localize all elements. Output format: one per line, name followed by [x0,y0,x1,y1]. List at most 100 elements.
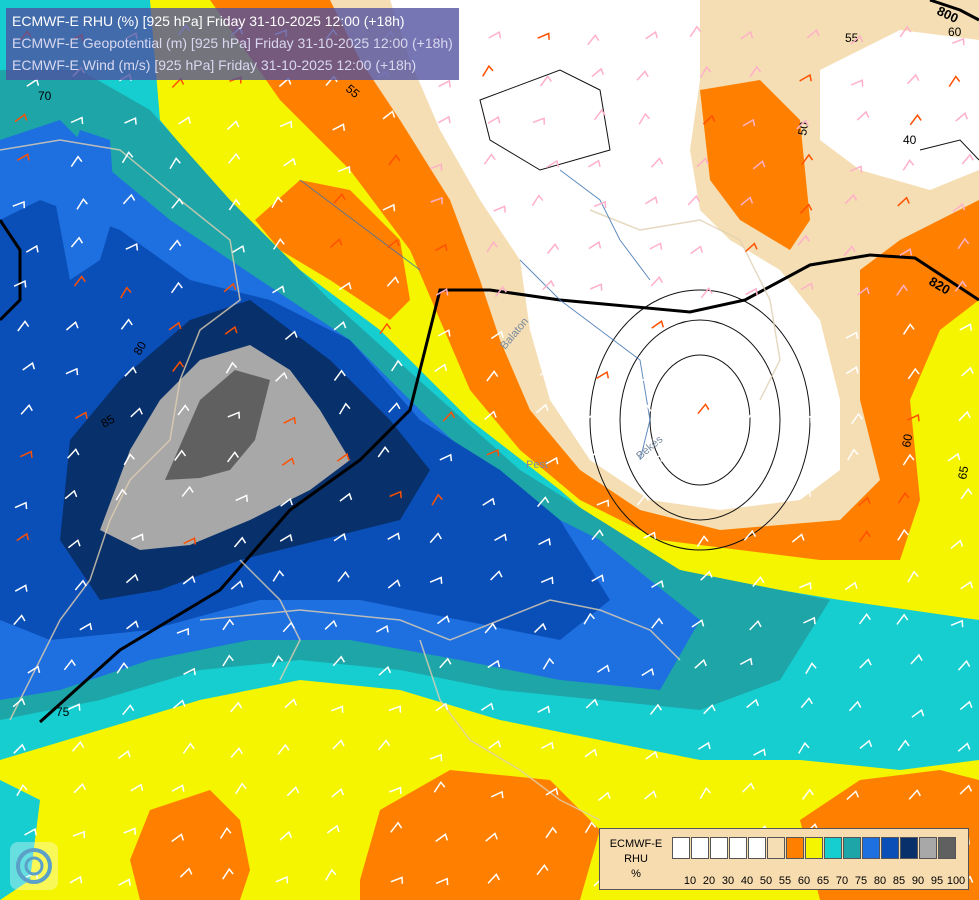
wind-barb [271,196,283,209]
wind-barb [703,703,716,715]
wind-barb [539,368,553,376]
legend-label-75: 75 [854,875,868,887]
wind-barb [749,65,762,78]
wind-barb [390,876,404,884]
wind-barb [74,411,88,420]
wind-barb [636,70,649,81]
wind-barb [487,115,501,124]
wind-barb [73,782,87,794]
wind-barb [645,196,658,205]
wind-barb [387,238,400,249]
wind-barb [438,115,451,124]
wind-barb [337,165,351,174]
legend-swatch-55 [767,837,785,859]
legend-swatch-70 [824,837,842,859]
wind-barb [859,658,872,669]
wind-barb [22,361,36,371]
wind-barb [846,790,860,800]
wind-barb [332,655,346,667]
legend-swatch-85 [881,837,899,859]
wind-barb [598,791,611,801]
wind-barb [583,612,595,625]
legend-swatch-30 [710,837,728,859]
wind-barb [379,322,392,335]
wind-barb [337,570,350,583]
wind-barb [801,788,814,800]
wind-barb [746,698,759,709]
wind-barb [952,203,966,213]
wind-barb [387,532,401,540]
wind-barb [589,283,603,291]
wind-barb [131,533,144,541]
wind-barb [331,787,345,798]
wind-barb [697,403,710,415]
wind-barb [179,867,193,878]
wind-barb [533,622,547,633]
wind-barb [531,194,544,207]
wind-barb [694,658,707,669]
wind-barb [14,113,28,123]
wind-barb [740,30,754,40]
wind-barb [484,410,497,420]
wind-barb [952,37,965,46]
wind-barb [275,371,288,382]
wind-barb [540,329,554,338]
wind-barb [329,238,343,248]
wind-barb [76,197,88,210]
wind-barb [222,618,235,631]
wind-barb [639,404,652,416]
wind-barb [378,665,392,676]
wind-barb [955,112,969,122]
wind-barb [858,496,871,507]
wind-barb [235,494,249,502]
contour-label-80: 80 [130,339,149,358]
wind-barb [907,413,920,422]
wind-barb [744,242,758,253]
legend-label-50: 50 [759,875,773,887]
wind-barb [486,370,499,382]
wind-barb [124,366,137,377]
wind-barb [388,154,401,166]
wind-barb [536,403,549,414]
wind-barb [899,25,912,38]
wind-barb [390,359,403,372]
contour-label-40: 40 [903,133,917,147]
wind-barb [689,25,702,38]
wind-barbs [12,24,974,887]
contour-ring-1 [589,289,811,551]
wind-barb [67,703,81,711]
wind-barb [435,877,449,886]
wind-barb [125,243,139,251]
wind-barb [116,661,129,674]
wind-barb [339,492,353,502]
wind-barb [332,739,345,750]
wind-barb [896,284,908,296]
wind-barb [545,787,559,796]
ecmwf-logo-icon [10,842,58,890]
wind-barb [702,114,716,125]
wind-barb [72,830,86,839]
wind-barb [856,110,870,121]
wind-barb [123,827,136,835]
wind-barb [700,570,713,581]
wind-barb [960,487,973,500]
wind-barb [958,410,971,422]
wind-barb [19,450,33,458]
wind-barb [171,197,184,209]
wind-barb [336,452,350,462]
wind-barb [181,485,194,498]
wind-barb [73,275,86,287]
rhu-field-60-south-a [130,790,250,900]
wind-barb [388,705,402,713]
wind-barb [691,619,705,628]
wind-barb [689,494,703,504]
legend-name: ECMWF-E RHU % [604,837,668,882]
wind-barb [696,535,709,547]
wind-barb [650,275,664,287]
wind-barb [12,697,26,708]
wind-barb [845,331,859,339]
rhu-field-60-south-b [360,770,600,900]
wind-barb [805,457,818,466]
wind-barb [70,155,83,168]
